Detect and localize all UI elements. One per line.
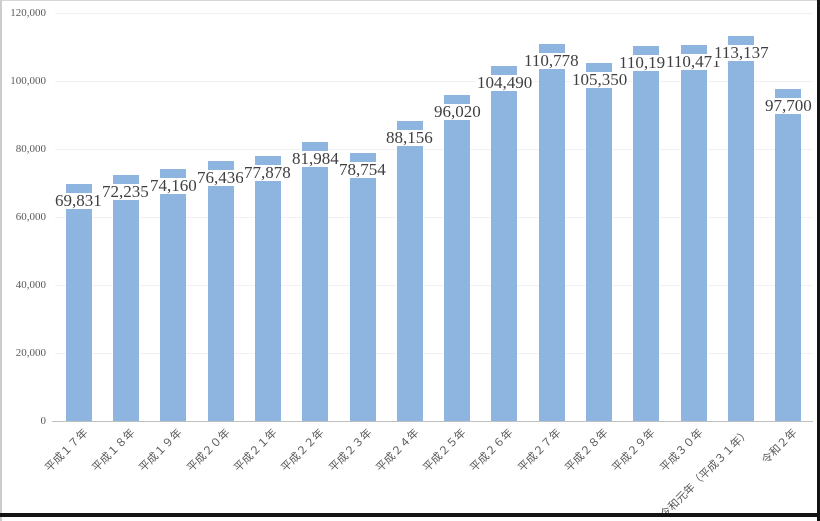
x-axis-tick-label: 平成２１年	[232, 427, 280, 475]
bar-value-label: 88,156	[385, 128, 434, 147]
bar	[208, 161, 234, 421]
bar-value-label: 78,754	[338, 160, 387, 179]
x-axis-tick-label: 令和元年（平成３１年）	[658, 427, 753, 521]
x-axis-tick-label: 平成２４年	[374, 427, 422, 475]
bar	[113, 175, 139, 421]
bar-value-label: 113,137	[713, 43, 770, 62]
bar	[681, 45, 707, 421]
bar-value-label: 77,878	[243, 163, 292, 182]
bar	[775, 89, 801, 421]
bar-value-label: 105,350	[571, 70, 629, 89]
x-axis-tick-label: 平成２８年	[563, 427, 611, 475]
bar-value-label: 110,471	[665, 52, 722, 71]
y-axis-tick-label: 60,000	[15, 211, 46, 223]
x-axis-tick-label: 平成２７年	[516, 427, 564, 475]
bar	[66, 184, 92, 421]
x-axis-tick-label: 平成２２年	[279, 427, 327, 475]
gridline	[55, 353, 813, 354]
y-axis-tick-label: 80,000	[15, 143, 46, 155]
x-axis-tick-label: 平成３０年	[658, 427, 706, 475]
y-axis-tick-label: 0	[40, 415, 47, 427]
bar	[728, 36, 754, 421]
bar-value-label: 81,984	[291, 149, 340, 168]
gridline	[55, 149, 813, 150]
x-axis-tick-label: 平成２６年	[468, 427, 516, 475]
x-axis-tick-label: 平成１９年	[137, 427, 185, 475]
bar	[160, 169, 186, 421]
bar	[444, 95, 470, 421]
bar	[586, 63, 612, 421]
y-axis-tick-label: 40,000	[15, 279, 46, 291]
bar	[539, 44, 565, 421]
bar	[255, 156, 281, 421]
x-axis-tick-label: 平成１８年	[90, 427, 138, 475]
x-axis-tick-label: 平成２３年	[327, 427, 375, 475]
bar	[633, 46, 659, 421]
bar-value-label: 74,160	[149, 176, 198, 195]
frame-border-right	[817, 0, 820, 521]
y-axis-tick-label: 20,000	[15, 347, 46, 359]
gridline	[55, 217, 813, 218]
gridline	[55, 81, 813, 82]
bar-value-label: 97,700	[764, 96, 813, 115]
bar	[397, 121, 423, 421]
frame-border-bottom	[0, 513, 820, 517]
x-axis-tick-label: 平成２９年	[610, 427, 658, 475]
bar-value-label: 72,235	[101, 182, 150, 201]
bar-value-label: 110,191	[618, 53, 675, 72]
x-axis-tick-label: 令和２年	[759, 427, 800, 467]
x-axis-tick-label: 平成２５年	[421, 427, 469, 475]
bar-value-label: 69,831	[54, 191, 103, 210]
gridline	[55, 285, 813, 286]
bar-value-label: 104,490	[476, 73, 534, 92]
x-axis-tick-label: 平成２０年	[185, 427, 233, 475]
x-axis-tick-label: 平成１７年	[43, 427, 91, 475]
bar-value-label: 96,020	[433, 102, 482, 121]
gridline	[55, 13, 813, 14]
bar	[491, 66, 517, 421]
y-axis-tick-label: 120,000	[10, 7, 46, 19]
x-axis-line	[52, 421, 813, 422]
bar	[350, 153, 376, 421]
bar-value-label: 76,436	[196, 168, 245, 187]
y-axis-tick-label: 100,000	[10, 75, 46, 87]
bar	[302, 142, 328, 421]
bar-value-label: 110,778	[523, 51, 580, 70]
